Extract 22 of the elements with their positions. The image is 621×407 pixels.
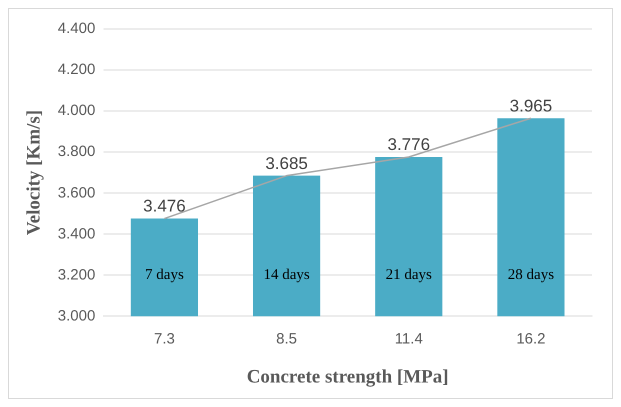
x-tick-label: 11.4: [394, 330, 423, 348]
x-tick-label: 8.5: [276, 330, 298, 348]
x-axis-title: Concrete strength [MPa]: [246, 366, 449, 388]
annotation: 14 days: [263, 267, 310, 284]
y-tick-label: 3.800: [58, 143, 96, 160]
x-tick-label: 7.3: [154, 330, 175, 348]
y-tick-label: 3.400: [58, 225, 96, 242]
y-tick-label: 4.000: [58, 102, 96, 120]
y-tick-label: 4.200: [58, 61, 96, 78]
annotation: 21 days: [386, 267, 432, 284]
annotation: 7 days: [145, 267, 184, 284]
y-axis-title: Velocity [Km/s]: [23, 110, 44, 236]
y-tick-label: 3.200: [58, 266, 96, 284]
data-label: 3.685: [265, 154, 308, 173]
y-tick-label: 3.000: [58, 307, 96, 324]
y-tick-label: 3.600: [58, 184, 96, 202]
data-label: 3.776: [387, 135, 430, 154]
data-label: 3.965: [510, 96, 552, 116]
data-label: 3.476: [143, 196, 186, 216]
annotation: 28 days: [508, 267, 554, 284]
x-tick-label: 16.2: [516, 330, 546, 348]
y-tick-label: 4.400: [58, 20, 96, 38]
